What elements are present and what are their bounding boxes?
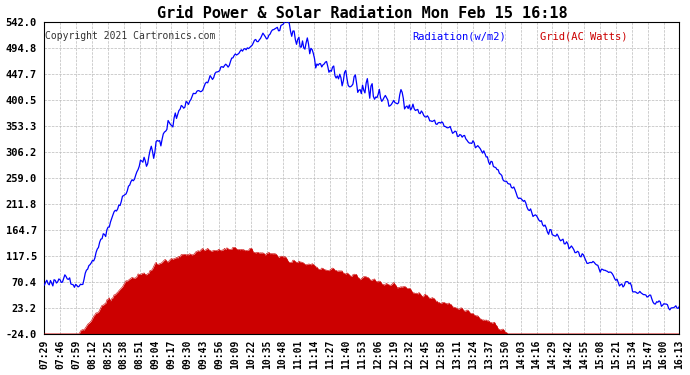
Text: Radiation(w/m2): Radiation(w/m2)	[413, 31, 506, 41]
Title: Grid Power & Solar Radiation Mon Feb 15 16:18: Grid Power & Solar Radiation Mon Feb 15 …	[157, 6, 567, 21]
Text: Copyright 2021 Cartronics.com: Copyright 2021 Cartronics.com	[45, 31, 215, 41]
Text: Grid(AC Watts): Grid(AC Watts)	[540, 31, 627, 41]
